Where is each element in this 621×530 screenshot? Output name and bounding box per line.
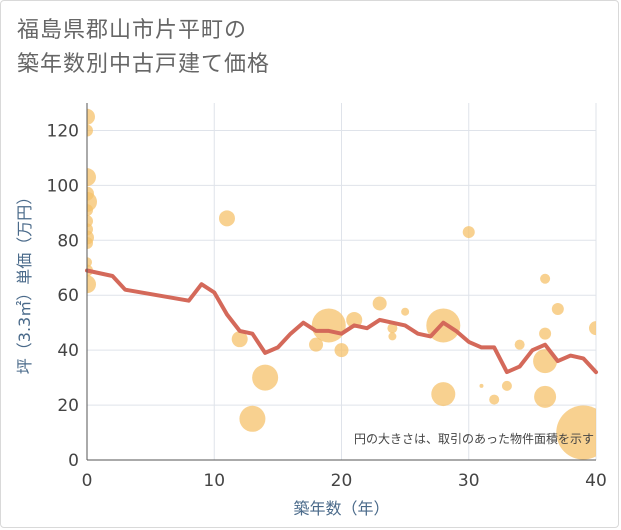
- bubble-point: [551, 302, 564, 315]
- bubbles: [87, 108, 596, 460]
- x-tick-label: 30: [458, 471, 480, 491]
- y-tick-label: 20: [57, 396, 79, 416]
- title-line-1: 福島県郡山市片平町の: [17, 18, 248, 43]
- bubble-point: [239, 405, 266, 432]
- bubble-point: [462, 226, 475, 239]
- bubble-point: [534, 385, 557, 408]
- y-tick-label: 80: [57, 231, 79, 251]
- x-tick-label: 40: [585, 471, 607, 491]
- bubble-point: [218, 210, 235, 227]
- grid-lines: [86, 103, 597, 461]
- trend-line: [85, 268, 598, 375]
- bubble-point: [388, 332, 397, 341]
- y-tick-label: 40: [57, 341, 79, 361]
- bubble-point: [540, 273, 551, 284]
- trend-line-group: [85, 268, 598, 375]
- y-tick-label: 120: [47, 121, 79, 141]
- y-tick-label: 0: [68, 451, 79, 471]
- bubble-point: [387, 323, 398, 334]
- bubble-point: [87, 124, 93, 137]
- bubble-point: [311, 308, 346, 343]
- bubble-point: [372, 296, 387, 311]
- chart-title: 福島県郡山市片平町の 築年数別中古戸建て価格: [17, 14, 270, 82]
- bubble-point: [489, 394, 500, 405]
- bubble-point: [252, 364, 279, 391]
- bubble-point: [334, 343, 349, 358]
- axes: [86, 103, 596, 461]
- bubble-point: [309, 337, 324, 352]
- y-tick-label: 100: [47, 176, 79, 196]
- x-tick-label: 20: [331, 471, 353, 491]
- bubble-point: [514, 339, 525, 350]
- bubble-point: [539, 327, 552, 340]
- bubble-point: [231, 331, 248, 348]
- x-tick-label: 10: [203, 471, 225, 491]
- bubble-point: [401, 307, 410, 316]
- bubble-point: [556, 405, 596, 460]
- bubble-point: [589, 321, 596, 336]
- bubble-point: [87, 275, 96, 294]
- bubble-point: [87, 168, 96, 187]
- y-tick-label: 60: [57, 286, 79, 306]
- bubble-point: [87, 108, 95, 125]
- bubble-point: [501, 380, 512, 391]
- y-axis-label: 坪（3.3㎡）単価（万円）: [15, 189, 34, 374]
- size-annotation: 円の大きさは、取引のあった物件面積を示す: [354, 431, 594, 446]
- bubble-point: [479, 383, 484, 388]
- bubble-point: [431, 382, 456, 407]
- tick-labels: 0 10 20 30 40 0 20 40 60 80 100 120: [47, 121, 607, 491]
- x-tick-label: 0: [82, 471, 93, 491]
- bubble-point: [87, 204, 93, 217]
- bubble-point: [87, 237, 93, 250]
- x-axis-label: 築年数（年）: [293, 499, 389, 518]
- title-line-2: 築年数別中古戸建て価格: [17, 52, 271, 77]
- bubble-point: [346, 311, 363, 328]
